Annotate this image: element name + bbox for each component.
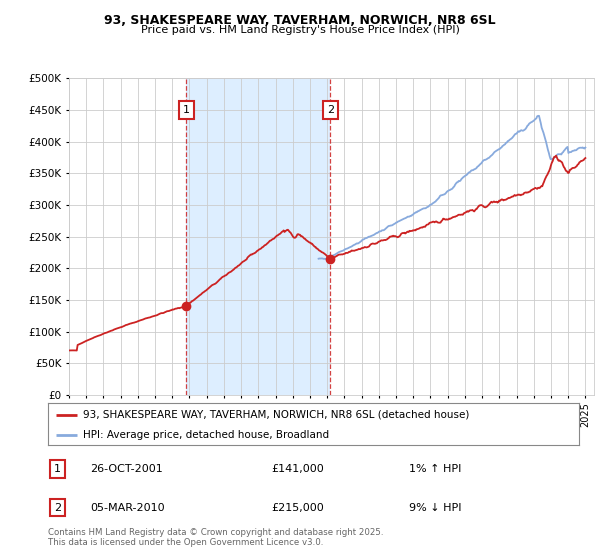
Text: 93, SHAKESPEARE WAY, TAVERHAM, NORWICH, NR8 6SL: 93, SHAKESPEARE WAY, TAVERHAM, NORWICH, … xyxy=(104,14,496,27)
Text: £215,000: £215,000 xyxy=(271,502,324,512)
Bar xyxy=(187,78,330,395)
Text: HPI: Average price, detached house, Broadland: HPI: Average price, detached house, Broa… xyxy=(83,430,329,440)
Text: 26-OCT-2001: 26-OCT-2001 xyxy=(91,464,163,474)
Text: 1: 1 xyxy=(54,464,61,474)
Text: Contains HM Land Registry data © Crown copyright and database right 2025.
This d: Contains HM Land Registry data © Crown c… xyxy=(48,528,383,547)
Text: Price paid vs. HM Land Registry's House Price Index (HPI): Price paid vs. HM Land Registry's House … xyxy=(140,25,460,35)
Text: 1% ↑ HPI: 1% ↑ HPI xyxy=(409,464,461,474)
Text: 9% ↓ HPI: 9% ↓ HPI xyxy=(409,502,461,512)
Text: £141,000: £141,000 xyxy=(271,464,324,474)
Text: 05-MAR-2010: 05-MAR-2010 xyxy=(91,502,165,512)
Text: 2: 2 xyxy=(327,105,334,115)
Text: 93, SHAKESPEARE WAY, TAVERHAM, NORWICH, NR8 6SL (detached house): 93, SHAKESPEARE WAY, TAVERHAM, NORWICH, … xyxy=(83,410,469,420)
Text: 2: 2 xyxy=(54,502,61,512)
Text: 1: 1 xyxy=(183,105,190,115)
